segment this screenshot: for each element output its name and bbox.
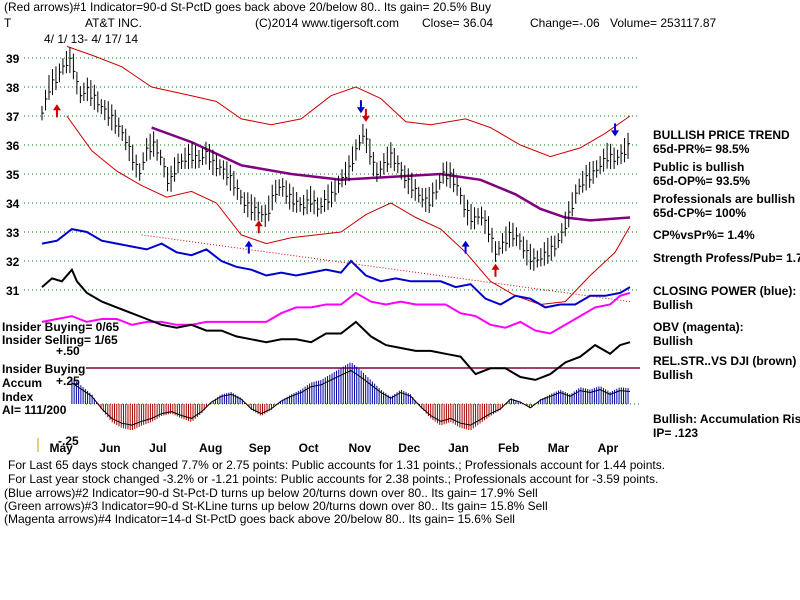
sell-arrow-0-head [244,240,253,247]
side-label-12: REL.STR..VS DJI (brown) [653,354,797,368]
footer-line-2: (Blue arrows)#2 Indicator=90-d St-Pct-D … [4,486,538,500]
sell-arrow-1-head [356,107,365,114]
footer-line-4: (Magenta arrows)#4 Indicator=14-d St-Pct… [4,512,515,526]
accum-minus25: -.25 [58,434,79,448]
accum-ma-line [71,369,631,426]
sell-arrow-2 [461,240,470,254]
month-label-aug: Aug [199,441,222,455]
side-label-8: CLOSING POWER (blue): [653,284,797,298]
side-label-15: IP= .123 [653,426,699,440]
side-label-13: Bullish [653,368,694,382]
obv-line [41,291,631,335]
month-label-jul: Jul [149,441,166,455]
month-label-jun: Jun [99,441,120,455]
accum-title-2: Accum [2,376,43,390]
side-label-4: Professionals are bullish [653,192,796,206]
month-label-mar: Mar [548,441,570,455]
y-tick-36: 36 [6,139,20,153]
sell-arrow-0 [244,240,253,254]
footer-line-3: (Green arrows)#3 Indicator=90-d St-KLine… [4,499,548,513]
upper-band-line [66,45,631,158]
side-label-2: Public is bullish [653,160,745,174]
month-label-sep: Sep [249,441,271,455]
sell-arrow-3-head [611,130,620,137]
accumulation-index-bars [71,362,631,431]
month-label-oct: Oct [299,441,319,455]
footer-line-0: For Last 65 days stock changed 7.7% or 2… [8,458,666,472]
side-label-6: CP%vsPr%= 1.4% [653,228,755,242]
side-label-14: Bullish: Accumulation Risi [653,412,800,426]
closing-power-line [41,228,631,309]
accum-plus50: +.50 [56,344,80,358]
y-tick-37: 37 [6,110,20,124]
accum-title-1: Insider Buying [2,362,86,376]
side-label-3: 65d-OP%= 93.5% [653,174,751,188]
y-tick-39: 39 [6,52,20,66]
buy-arrow-2-head [361,115,370,122]
side-label-5: 65d-CP%= 100% [653,206,747,220]
month-label-may: May [49,441,73,455]
month-label-apr: Apr [598,441,619,455]
month-axis-labels: May Jun Jul Aug Sep Oct Nov Dec Jan Feb Mar Apr [49,441,618,455]
month-label-jan: Jan [448,441,469,455]
sell-arrow-1 [356,100,365,114]
volume: Volume= 253117.87 [610,16,717,30]
copyright: (C)2014 www.tigersoft.com [255,16,400,30]
month-label-nov: Nov [348,441,371,455]
y-tick-38: 38 [6,81,20,95]
buy-arrow-0-head [52,104,61,111]
relative-strength-line [41,267,631,381]
red-arrows-legend: (Red arrows)#1 Indicator=90-d St-PctD go… [4,0,491,14]
date-range: 4/ 1/ 13- 4/ 17/ 14 [44,32,139,46]
insider-buying: Insider Buying= 0/65 [2,320,120,334]
y-tick-32: 32 [6,255,20,269]
ticker-symbol: T [4,16,12,30]
signal-arrows [52,100,620,277]
footer-line-1: For Last year stock changed -3.2% or -1.… [8,472,659,486]
month-label-feb: Feb [498,441,519,455]
close-price: Close= 36.04 [422,16,494,30]
side-label-0: BULLISH PRICE TREND [653,128,790,142]
side-label-10: OBV (magenta): [653,320,744,334]
side-label-7: Strength Profess/Pub= 1.7 [653,251,800,265]
side-label-9: Bullish [653,298,694,312]
y-tick-33: 33 [6,226,20,240]
lower-band-line [66,115,631,306]
side-label-11: Bullish [653,334,694,348]
buy-arrow-2 [361,108,370,122]
accum-title-3: Index [2,390,34,404]
accum-plus25: +.25 [56,374,80,388]
sell-arrow-2-head [461,240,470,247]
buy-arrow-3 [491,263,500,277]
month-label-dec: Dec [398,441,420,455]
buy-arrow-0 [52,104,61,118]
buy-arrow-1 [254,220,263,234]
insider-selling: Insider Selling= 1/65 [2,333,118,347]
price-axis-ticks: 31 32 33 34 35 36 37 38 39 [6,52,20,298]
price-bars [41,47,631,271]
price-change: Change=-.06 [530,16,600,30]
side-label-1: 65d-PR%= 98.5% [653,142,750,156]
sell-arrow-3 [611,123,620,137]
indicator-lines [41,45,631,381]
y-tick-34: 34 [6,197,20,211]
buy-arrow-1-head [254,220,263,227]
trend-dotted-line [141,234,631,303]
buy-arrow-3-head [491,263,500,270]
company-name: AT&T INC. [85,16,142,30]
y-tick-35: 35 [6,168,20,182]
y-tick-31: 31 [6,284,20,298]
ai-value: AI= 111/200 [2,403,67,417]
